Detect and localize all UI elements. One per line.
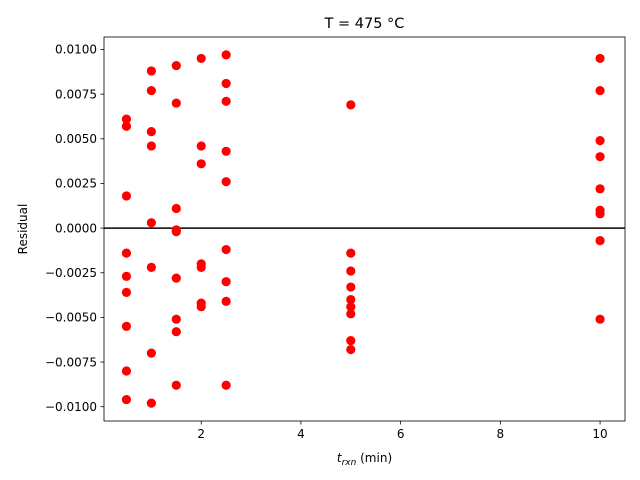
x-axis-title-main: t [337, 451, 343, 465]
data-point [171, 273, 181, 283]
x-axis-ticks: 2 4 6 8 10 [197, 421, 608, 441]
data-point [595, 135, 605, 146]
plot-area [103, 36, 626, 422]
data-point [221, 78, 231, 89]
chart-title: T = 475 °C [324, 16, 405, 32]
data-point [221, 380, 231, 390]
data-point [346, 248, 356, 258]
data-point [121, 191, 132, 201]
x-tick-label: 8 [497, 427, 505, 441]
x-tick-label: 10 [592, 427, 607, 441]
data-point [595, 85, 605, 96]
data-point [595, 184, 605, 194]
data-point [171, 227, 181, 237]
x-axis-title: trxn (min) [337, 451, 392, 468]
data-point [346, 302, 356, 312]
data-point [171, 60, 181, 71]
data-point [346, 309, 356, 319]
data-point [595, 314, 605, 324]
y-tick-label: −0.0075 [45, 355, 97, 369]
data-point [196, 262, 206, 272]
data-point [196, 159, 206, 169]
data-point [221, 177, 231, 187]
data-point [171, 203, 181, 214]
data-point [221, 50, 231, 60]
data-point [146, 127, 156, 137]
data-point [146, 218, 156, 228]
data-point [346, 282, 356, 292]
data-point [121, 321, 132, 331]
y-tick-label: 0.0025 [55, 177, 97, 191]
data-point [221, 244, 231, 255]
y-tick-label: −0.0025 [45, 266, 97, 280]
data-point [196, 302, 206, 312]
axes-frame [103, 36, 626, 422]
data-point [146, 85, 156, 96]
y-axis-ticks: −0.0100 −0.0075 −0.0050 −0.0025 0.0000 0.0025… [45, 43, 104, 414]
data-point [146, 348, 156, 358]
data-point [221, 146, 231, 156]
data-point [595, 53, 605, 64]
data-point [121, 248, 132, 258]
data-point [196, 141, 206, 151]
data-points [121, 50, 605, 408]
y-tick-label: −0.0100 [45, 400, 97, 414]
data-point [146, 398, 156, 408]
data-point [221, 296, 231, 306]
data-point [121, 394, 132, 405]
data-point [171, 98, 181, 108]
data-point [346, 344, 356, 355]
data-point [121, 121, 132, 131]
data-point [595, 236, 605, 246]
data-point [146, 141, 156, 151]
x-tick-label: 2 [197, 427, 205, 441]
data-point [171, 327, 181, 337]
x-axis-title-subscript: rxn [342, 458, 357, 468]
data-point [346, 336, 356, 346]
data-point [221, 96, 231, 106]
y-tick-label: 0.0050 [55, 132, 97, 146]
data-point [196, 53, 206, 64]
x-axis-title-unit: (min) [356, 451, 392, 465]
data-point [121, 271, 132, 281]
data-point [595, 209, 605, 219]
data-point [595, 152, 605, 162]
y-tick-label: −0.0050 [45, 311, 97, 325]
y-axis-title: Residual [16, 204, 30, 255]
data-point [121, 287, 132, 298]
data-point [346, 294, 356, 305]
y-tick-label: 0.0075 [55, 87, 97, 101]
data-point [346, 100, 356, 110]
data-point [121, 366, 132, 376]
y-tick-label: 0.0100 [55, 43, 97, 57]
data-point [146, 262, 156, 272]
data-point [171, 380, 181, 390]
y-tick-label: 0.0000 [55, 221, 97, 235]
data-point [221, 277, 231, 287]
x-tick-label: 4 [297, 427, 305, 441]
x-tick-label: 6 [397, 427, 405, 441]
data-point [121, 114, 132, 124]
data-point [346, 266, 356, 276]
data-point [146, 66, 156, 76]
data-point [171, 314, 181, 324]
